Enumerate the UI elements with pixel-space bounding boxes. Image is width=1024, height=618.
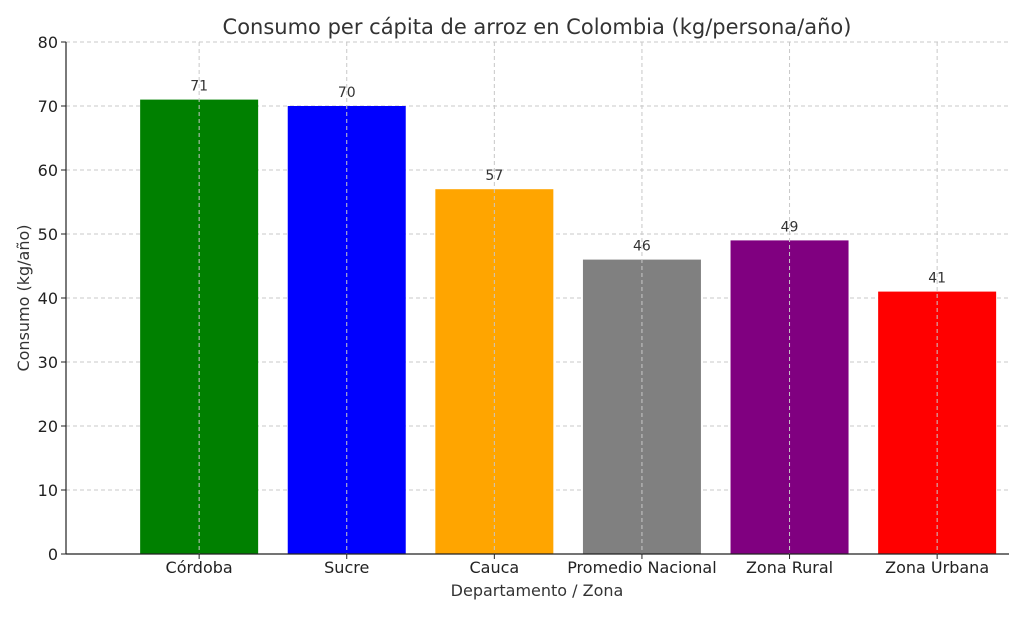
axes: 0 10 20 30 40 50 60 70 80 Córdoba Sucre Cauca Promed… [38,33,1009,577]
vertical-grid [198,42,938,554]
y-tick-label: 60 [38,161,58,180]
data-label: 57 [485,168,503,184]
x-tick-label: Sucre [324,558,369,577]
y-tick-label: 50 [38,225,58,244]
x-tick-label: Zona Urbana [885,558,989,577]
y-tick-label: 10 [38,481,58,500]
chart-title: Consumo per cápita de arroz en Colombia … [223,15,852,39]
y-tick-label: 20 [38,417,58,436]
y-tick-label: 0 [48,545,58,564]
x-tick-label: Zona Rural [746,558,833,577]
data-label: 41 [928,271,946,287]
y-axis-label: Consumo (kg/año) [14,224,33,371]
bar-zona-rural [730,240,849,554]
x-axis-label: Departamento / Zona [451,581,624,600]
data-labels: 71 70 57 46 49 41 [190,79,946,287]
y-tick-label: 70 [38,97,58,116]
y-tick-label: 80 [38,33,58,52]
x-tick-label: Córdoba [166,558,233,577]
bars [140,99,997,554]
data-label: 49 [781,219,799,235]
x-tick-label: Promedio Nacional [567,558,716,577]
data-label: 46 [633,239,651,255]
data-label: 70 [338,85,356,101]
x-tick-label: Cauca [469,558,519,577]
y-tick-label: 40 [38,289,58,308]
data-label: 71 [190,79,208,95]
y-tick-label: 30 [38,353,58,372]
